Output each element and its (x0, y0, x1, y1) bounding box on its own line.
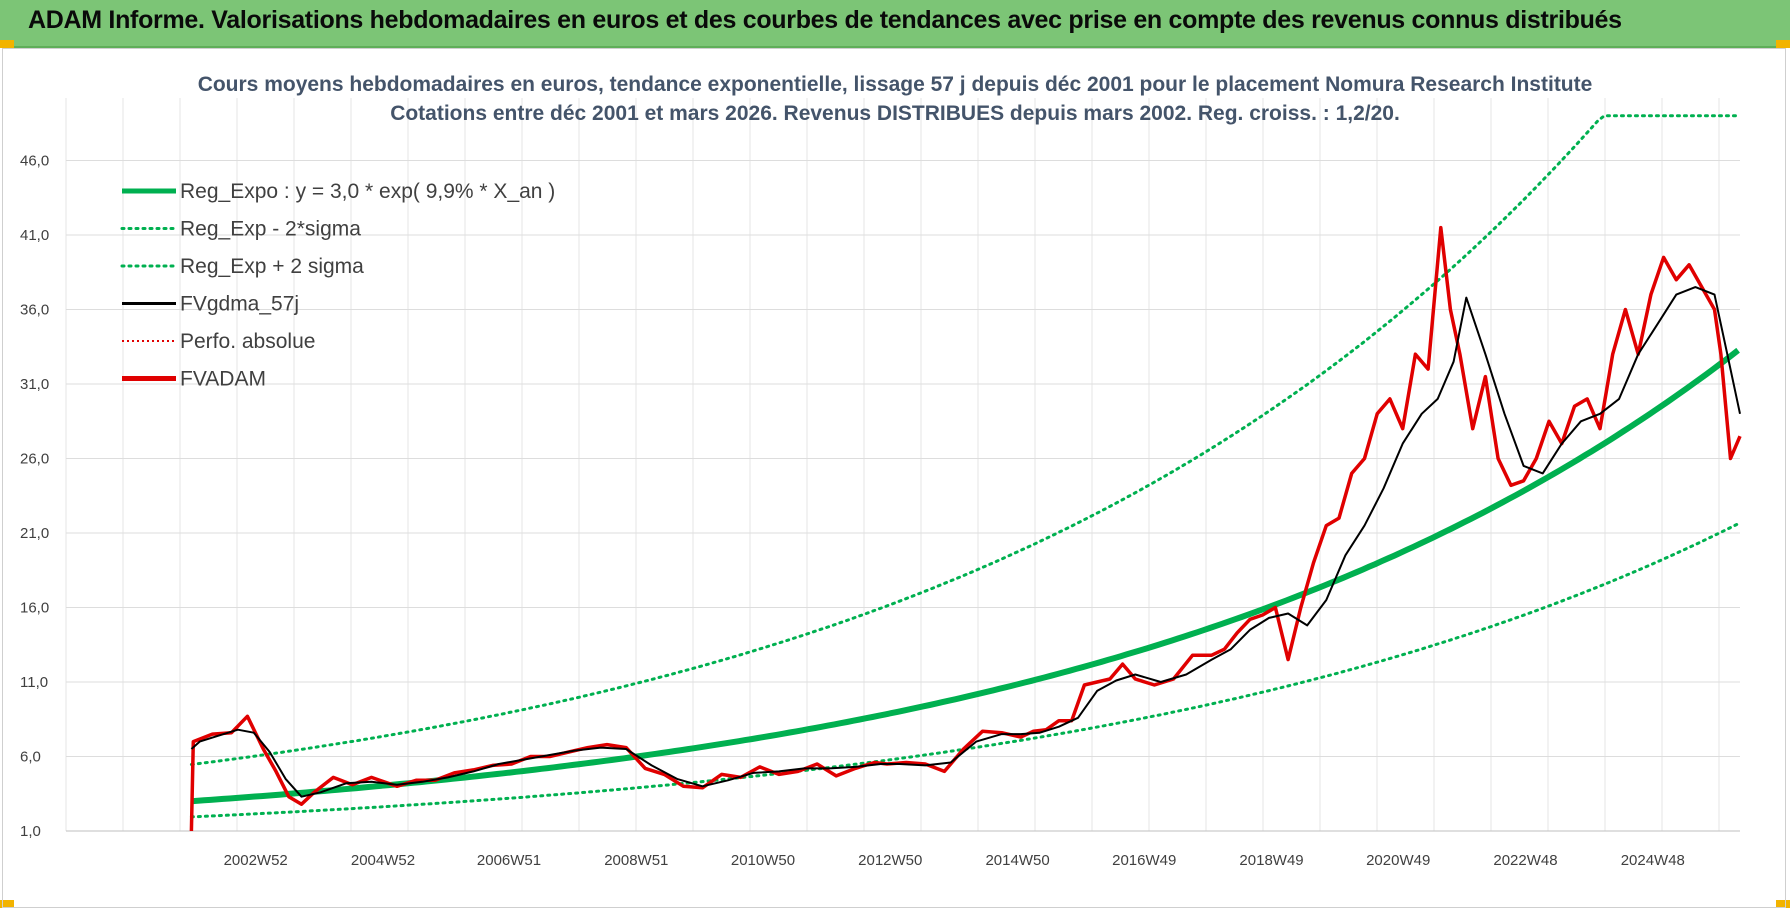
y-tick-label: 31,0 (20, 376, 49, 393)
y-axis-ticks: 1,0 6,0 11,0 16,0 21,0 26,0 31,0 36,0 41,0 46,0 (20, 153, 49, 841)
x-tick-label: 2004W52 (351, 852, 415, 869)
y-tick-label: 1,0 (20, 823, 41, 840)
x-tick-label: 2018W49 (1239, 852, 1303, 869)
series-reg-expo (191, 347, 1740, 805)
chart-title-line1: Cours moyens hebdomadaires en euros, ten… (198, 73, 1593, 96)
y-tick-label: 41,0 (20, 227, 49, 244)
x-tick-label: 2012W50 (858, 852, 922, 869)
y-tick-label: 11,0 (20, 674, 48, 691)
x-tick-label: 2022W48 (1493, 852, 1557, 869)
legend-label: Reg_Exp + 2 sigma (180, 255, 364, 278)
x-tick-label: 2016W49 (1112, 852, 1176, 869)
y-tick-label: 46,0 (20, 153, 49, 170)
y-tick-label: 26,0 (20, 451, 49, 468)
y-tick-label: 6,0 (20, 749, 41, 766)
legend-label: Perfo. absolue (180, 330, 315, 353)
x-tick-label: 2024W48 (1621, 852, 1685, 869)
chart-series (189, 114, 1742, 832)
y-tick-label: 16,0 (20, 600, 49, 617)
x-tick-label: 2008W51 (604, 852, 668, 869)
y-tick-label: 36,0 (20, 302, 49, 319)
x-tick-label: 2014W50 (985, 852, 1049, 869)
x-tick-label: 2020W49 (1366, 852, 1430, 869)
chart: Cours moyens hebdomadaires en euros, ten… (20, 73, 1742, 869)
chart-legend: Reg_Expo : y = 3,0 * exp( 9,9% * X_an ) R… (120, 180, 555, 391)
y-tick-label: 21,0 (20, 525, 49, 542)
chart-title-line2: Cotations entre déc 2001 et mars 2026. R… (390, 102, 1400, 125)
legend-label: Reg_Exp - 2*sigma (180, 218, 361, 241)
x-tick-label: 2006W51 (477, 852, 541, 869)
series-fvgdma-57j (190, 286, 1741, 798)
corner-marker-bottom-left (0, 900, 14, 908)
x-axis-ticks: 2002W52 2004W52 2006W51 2008W51 2010W50 2012W… (224, 852, 1685, 869)
legend-label: FVgdma_57j (180, 293, 299, 316)
legend-label: Reg_Expo : y = 3,0 * exp( 9,9% * X_an ) (180, 180, 555, 203)
corner-marker-right (1776, 40, 1790, 48)
chart-frame (2, 48, 1786, 908)
series-reg-exp-plus-2-sigma (189, 114, 1740, 766)
chart-grid (65, 98, 1740, 832)
page-title: ADAM Informe. Valorisations hebdomadaire… (28, 6, 1622, 34)
series-reg-exp-minus-2-sigma (189, 522, 1740, 819)
series-fvadam (189, 225, 1742, 832)
x-tick-label: 2010W50 (731, 852, 795, 869)
header-banner: ADAM Informe. Valorisations hebdomadaire… (0, 0, 1790, 48)
x-tick-label: 2002W52 (224, 852, 288, 869)
corner-marker-left (0, 40, 14, 48)
corner-marker-bottom-right (1776, 900, 1790, 908)
legend-label: FVADAM (180, 368, 266, 391)
